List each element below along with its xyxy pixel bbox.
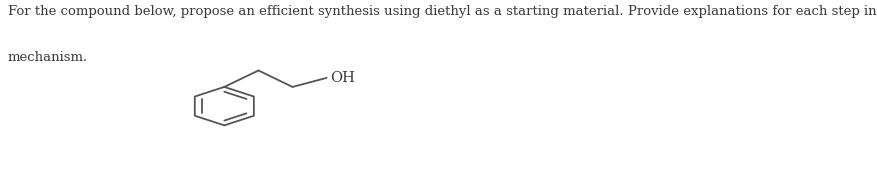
Text: OH: OH xyxy=(331,71,355,85)
Text: For the compound below, propose an efficient synthesis using diethyl as a starti: For the compound below, propose an effic… xyxy=(8,5,877,18)
Text: mechanism.: mechanism. xyxy=(8,51,88,64)
